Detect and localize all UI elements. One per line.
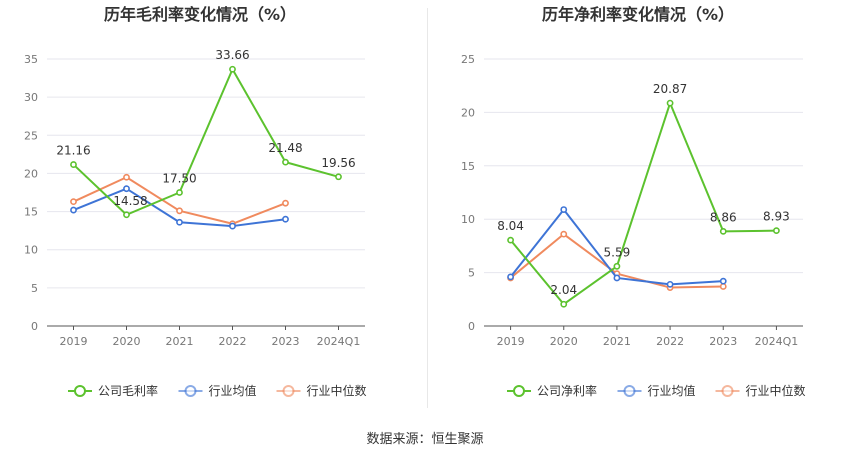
data-point bbox=[70, 206, 77, 214]
data-point bbox=[229, 65, 236, 73]
data-point bbox=[666, 280, 674, 288]
data-label: 14.58 bbox=[113, 194, 147, 208]
legend-swatch-marker bbox=[74, 385, 86, 397]
data-label: 5.59 bbox=[604, 245, 631, 259]
x-tick-label: 2019 bbox=[60, 335, 88, 348]
y-tick-label: 20 bbox=[461, 106, 475, 119]
x-tick-label: 2020 bbox=[550, 335, 578, 348]
data-point bbox=[719, 277, 727, 285]
data-point bbox=[560, 300, 568, 308]
chart-title: 历年毛利率变化情况（%） bbox=[104, 5, 296, 24]
x-tick-label: 2019 bbox=[497, 335, 525, 348]
y-tick-label: 35 bbox=[24, 53, 38, 66]
data-point bbox=[560, 230, 568, 238]
legend-label: 行业中位数 bbox=[307, 383, 367, 398]
x-tick-label: 2022 bbox=[656, 335, 684, 348]
data-point bbox=[507, 273, 514, 281]
legend-swatch-marker bbox=[184, 385, 197, 397]
x-tick-label: 2020 bbox=[113, 335, 141, 348]
data-point bbox=[70, 198, 77, 206]
series-line-1 bbox=[509, 102, 777, 306]
legend-label: 行业均值 bbox=[209, 383, 257, 398]
data-label: 21.16 bbox=[56, 144, 90, 158]
y-tick-label: 0 bbox=[468, 320, 475, 333]
data-label: 2.04 bbox=[550, 283, 577, 297]
legend-swatch-marker bbox=[513, 385, 525, 397]
data-point bbox=[176, 189, 183, 196]
legend-item-1[interactable]: 公司净利率 bbox=[507, 383, 597, 398]
data-point bbox=[123, 185, 130, 193]
legend-item-3[interactable]: 行业中位数 bbox=[715, 383, 806, 398]
data-label: 17.50 bbox=[162, 172, 196, 186]
x-tick-label: 2023 bbox=[709, 335, 737, 348]
x-tick-label: 2022 bbox=[219, 335, 247, 348]
data-source-note: 数据来源：恒生聚源 bbox=[366, 432, 484, 447]
data-label: 33.66 bbox=[215, 48, 249, 62]
legend-item-2[interactable]: 行业均值 bbox=[178, 383, 257, 398]
data-point bbox=[560, 206, 568, 213]
data-point bbox=[507, 236, 514, 244]
y-tick-label: 25 bbox=[24, 129, 38, 142]
data-label: 19.56 bbox=[321, 156, 355, 170]
data-point bbox=[335, 173, 342, 181]
data-label: 8.86 bbox=[710, 210, 737, 224]
legend-item-1[interactable]: 公司毛利率 bbox=[68, 383, 158, 398]
data-label: 20.87 bbox=[653, 82, 687, 96]
legend-swatch-marker bbox=[721, 385, 734, 397]
data-point bbox=[282, 215, 289, 223]
data-point bbox=[123, 211, 130, 219]
data-label: 8.93 bbox=[763, 210, 790, 224]
y-tick-label: 10 bbox=[461, 213, 475, 226]
legend-label: 行业均值 bbox=[648, 383, 696, 398]
legend-label: 公司毛利率 bbox=[98, 383, 158, 398]
panel-divider bbox=[427, 8, 428, 408]
chart-panel-1: 历年毛利率变化情况（%） 0 5 10 15 20 25 30 35 2019 2020 2021 20… bbox=[24, 5, 367, 398]
y-tick-label: 20 bbox=[24, 167, 38, 180]
legend-swatch-marker bbox=[623, 385, 636, 397]
y-tick-label: 0 bbox=[31, 320, 38, 333]
y-tick-label: 25 bbox=[461, 53, 475, 66]
data-label: 21.48 bbox=[268, 141, 302, 155]
legend-item-2[interactable]: 行业均值 bbox=[617, 383, 696, 398]
x-tick-label: 2024Q1 bbox=[755, 335, 799, 348]
data-point bbox=[176, 207, 183, 215]
y-tick-label: 30 bbox=[24, 91, 38, 104]
data-label: 8.04 bbox=[497, 219, 524, 233]
y-tick-label: 5 bbox=[468, 267, 475, 280]
y-tick-label: 15 bbox=[461, 160, 475, 173]
chart-title: 历年净利率变化情况（%） bbox=[542, 5, 734, 24]
legend-label: 行业中位数 bbox=[746, 383, 806, 398]
data-point bbox=[282, 158, 289, 166]
data-point bbox=[666, 99, 674, 107]
legend-label: 公司净利率 bbox=[537, 383, 597, 398]
data-point bbox=[773, 227, 780, 235]
x-tick-label: 2021 bbox=[166, 335, 194, 348]
chart-panel-2: 历年净利率变化情况（%） 0 5 10 15 20 25 2019 2020 2021 2022 20… bbox=[461, 5, 806, 398]
data-point bbox=[282, 199, 289, 207]
x-tick-label: 2023 bbox=[272, 335, 300, 348]
y-tick-label: 15 bbox=[24, 206, 38, 219]
legend-swatch-marker bbox=[282, 385, 295, 397]
data-point bbox=[719, 227, 727, 235]
data-point bbox=[70, 161, 77, 168]
data-point bbox=[123, 173, 130, 181]
legend-item-3[interactable]: 行业中位数 bbox=[276, 383, 367, 398]
y-tick-label: 10 bbox=[24, 244, 38, 257]
data-point bbox=[613, 262, 621, 270]
x-tick-label: 2021 bbox=[603, 335, 631, 348]
data-point bbox=[719, 283, 727, 290]
series-line-1 bbox=[72, 68, 339, 216]
data-point bbox=[176, 218, 183, 226]
data-point bbox=[613, 274, 621, 282]
x-tick-label: 2024Q1 bbox=[317, 335, 361, 348]
y-tick-label: 5 bbox=[31, 282, 38, 295]
data-point bbox=[229, 222, 236, 230]
